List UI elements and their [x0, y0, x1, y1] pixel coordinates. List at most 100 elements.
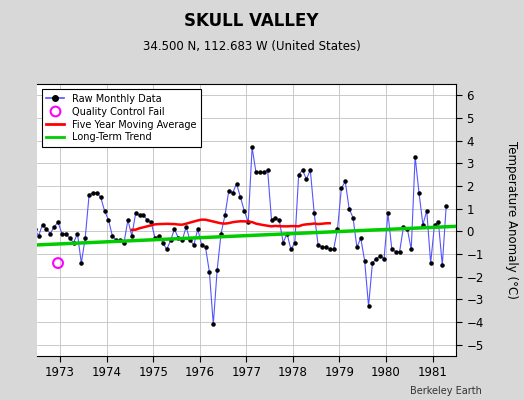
Point	[108, 233, 116, 239]
Point	[283, 230, 291, 237]
Point	[228, 190, 237, 196]
Point	[54, 219, 62, 226]
Point	[85, 192, 93, 198]
Point	[302, 176, 311, 182]
Point	[357, 235, 365, 241]
Legend: Raw Monthly Data, Quality Control Fail, Five Year Moving Average, Long-Term Tren: Raw Monthly Data, Quality Control Fail, …	[41, 89, 201, 147]
Point	[182, 224, 190, 230]
Point	[81, 235, 90, 241]
Point	[318, 244, 326, 250]
Point	[174, 235, 182, 241]
Point	[93, 190, 101, 196]
Point	[240, 208, 248, 214]
Point	[341, 178, 350, 185]
Point	[54, 260, 62, 266]
Text: SKULL VALLEY: SKULL VALLEY	[184, 12, 319, 30]
Point	[120, 240, 128, 246]
Point	[225, 187, 233, 194]
Point	[112, 237, 121, 244]
Point	[101, 208, 109, 214]
Point	[271, 214, 280, 221]
Point	[167, 237, 175, 244]
Point	[132, 210, 140, 216]
Point	[267, 217, 276, 223]
Point	[62, 230, 70, 237]
Point	[155, 233, 163, 239]
Point	[399, 224, 408, 230]
Text: Berkeley Earth: Berkeley Earth	[410, 386, 482, 396]
Point	[30, 226, 39, 232]
Point	[213, 267, 221, 273]
Point	[407, 246, 416, 253]
Point	[349, 214, 357, 221]
Point	[442, 203, 450, 210]
Point	[380, 255, 388, 262]
Point	[236, 194, 245, 200]
Point	[325, 246, 334, 253]
Point	[58, 230, 66, 237]
Point	[89, 190, 97, 196]
Point	[50, 224, 58, 230]
Point	[314, 242, 322, 248]
Point	[147, 219, 156, 226]
Point	[193, 226, 202, 232]
Point	[69, 240, 78, 246]
Point	[368, 260, 377, 266]
Point	[201, 244, 210, 250]
Point	[139, 212, 148, 219]
Point	[170, 226, 179, 232]
Point	[35, 233, 43, 239]
Point	[353, 244, 361, 250]
Point	[66, 235, 74, 241]
Point	[291, 240, 299, 246]
Point	[361, 258, 369, 264]
Point	[364, 303, 373, 309]
Point	[391, 248, 400, 255]
Point	[96, 194, 105, 200]
Point	[337, 185, 345, 192]
Point	[42, 226, 51, 232]
Point	[422, 208, 431, 214]
Point	[396, 248, 404, 255]
Point	[298, 167, 307, 173]
Point	[252, 169, 260, 176]
Point	[186, 237, 194, 244]
Point	[434, 219, 443, 226]
Point	[345, 206, 353, 212]
Point	[73, 230, 82, 237]
Point	[294, 172, 303, 178]
Point	[330, 246, 338, 253]
Point	[419, 221, 427, 228]
Point	[388, 246, 396, 253]
Point	[256, 169, 264, 176]
Point	[415, 190, 423, 196]
Point	[372, 255, 380, 262]
Point	[427, 260, 435, 266]
Point	[209, 321, 217, 328]
Point	[259, 169, 268, 176]
Point	[279, 240, 287, 246]
Point	[104, 217, 113, 223]
Point	[198, 242, 206, 248]
Point	[221, 212, 229, 219]
Point	[178, 237, 187, 244]
Point	[38, 221, 47, 228]
Point	[384, 210, 392, 216]
Point	[46, 230, 54, 237]
Point	[124, 217, 132, 223]
Point	[116, 237, 124, 244]
Point	[143, 217, 151, 223]
Point	[159, 240, 167, 246]
Point	[151, 235, 159, 241]
Text: 34.500 N, 112.683 W (United States): 34.500 N, 112.683 W (United States)	[143, 40, 361, 53]
Point	[430, 221, 439, 228]
Y-axis label: Temperature Anomaly (°C): Temperature Anomaly (°C)	[505, 141, 518, 299]
Point	[275, 217, 283, 223]
Point	[264, 167, 272, 173]
Point	[244, 219, 253, 226]
Point	[217, 230, 225, 237]
Point	[232, 180, 241, 187]
Point	[205, 269, 214, 275]
Point	[438, 262, 446, 268]
Point	[376, 253, 385, 260]
